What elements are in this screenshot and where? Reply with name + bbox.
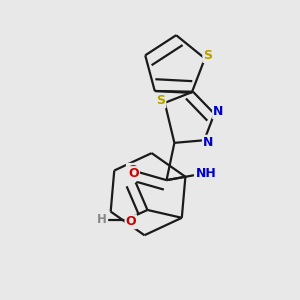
Text: O: O	[128, 167, 139, 180]
Text: S: S	[156, 94, 165, 107]
Text: O: O	[125, 215, 136, 228]
Text: H: H	[98, 213, 107, 226]
Text: N: N	[213, 105, 224, 119]
Text: NH: NH	[195, 167, 216, 180]
Text: O: O	[127, 164, 137, 177]
Text: N: N	[203, 136, 213, 149]
Text: S: S	[203, 49, 212, 62]
